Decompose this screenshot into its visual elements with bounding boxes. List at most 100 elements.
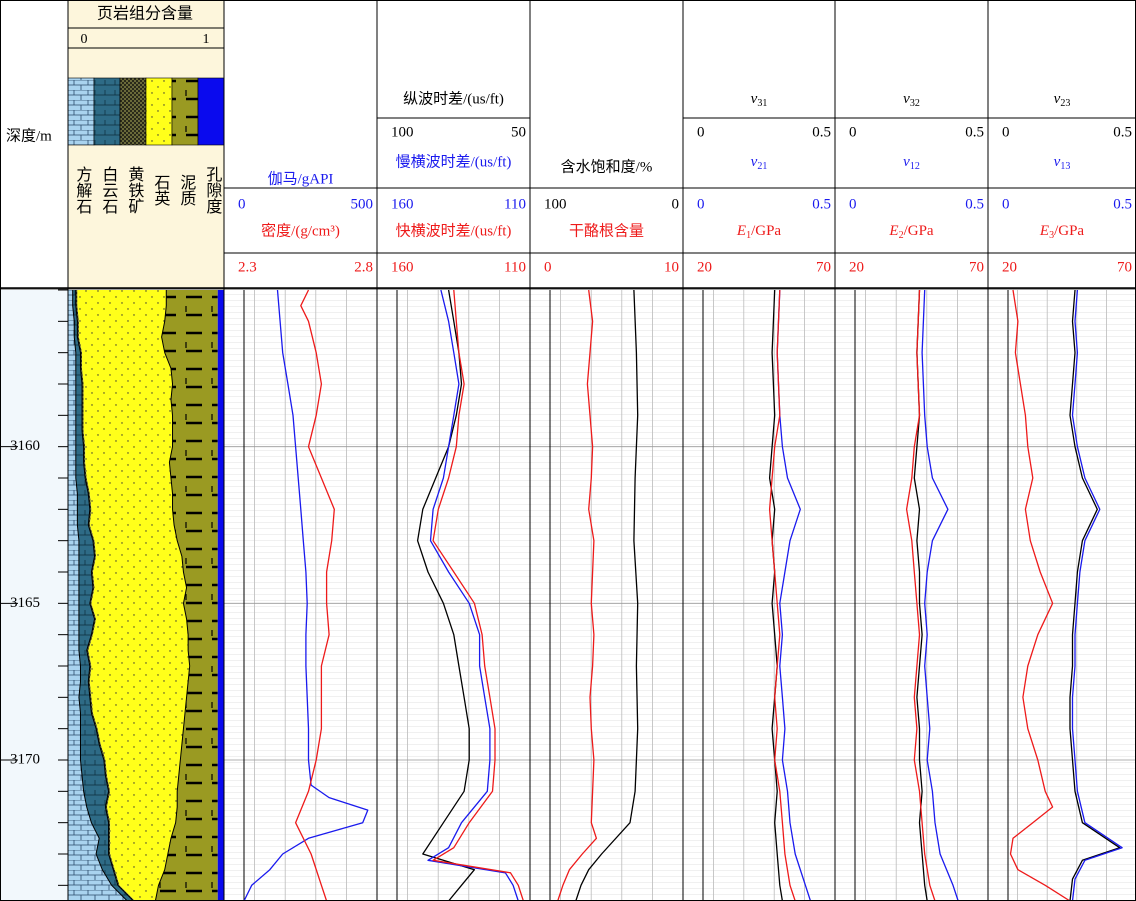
litho-range-min: 0	[81, 32, 88, 47]
curve-快横波时差	[432, 289, 525, 901]
litho-clay	[155, 290, 218, 901]
track-range-min: 0	[1002, 196, 1010, 212]
swatch-calcite	[67, 77, 95, 146]
litho-component-label: 石英	[151, 174, 170, 206]
track-range-min: 160	[391, 196, 414, 212]
curve-伽马	[243, 289, 369, 901]
track-range-max: 2.8	[354, 259, 373, 275]
track-grid	[224, 290, 377, 901]
litho-component-label: 泥质	[177, 174, 196, 206]
curve-E1	[768, 289, 796, 901]
track-header-label: E3/GPa	[1039, 223, 1085, 241]
track-header-label: E2/GPa	[888, 223, 934, 241]
depth-tick-label: 3170	[10, 751, 40, 767]
curve-v21	[776, 289, 812, 901]
curve-v23	[1069, 289, 1121, 901]
curve-纵波时差	[416, 289, 476, 901]
curve-v31	[768, 289, 784, 901]
track-header-label: 慢横波时差/(us/ft)	[396, 153, 512, 170]
track-range-max: 70	[816, 259, 831, 275]
track-range-max: 0.5	[812, 196, 831, 212]
curve-E2	[905, 289, 936, 901]
track-header-label: v23	[1054, 91, 1071, 109]
track-range-min: 0	[697, 196, 705, 212]
track-grid	[377, 290, 530, 901]
track-header-label: v21	[751, 154, 768, 172]
track-grid	[988, 290, 1136, 901]
curve-v13	[1071, 289, 1123, 901]
swatch-porosity	[197, 77, 225, 146]
depth-column-bg	[0, 290, 68, 901]
track-header-label: v31	[751, 91, 768, 109]
swatch-pyrite	[119, 77, 147, 146]
track-header-label: v13	[1054, 154, 1071, 172]
track-range-min: 2.3	[238, 259, 257, 275]
track-grid	[530, 290, 683, 901]
curve-含水饱和度	[575, 289, 639, 901]
litho-title: 页岩组分含量	[97, 5, 193, 23]
litho-boundary	[72, 290, 128, 901]
track-range-min: 0	[849, 124, 857, 140]
track-header-label: 密度/(g/cm³)	[261, 222, 340, 239]
track-header-label: E1/GPa	[736, 223, 782, 241]
litho-component-label: 方解石	[73, 166, 92, 214]
track-range-max: 10	[664, 259, 679, 275]
track-range-max: 70	[1117, 259, 1132, 275]
litho-component-label: 孔隙度	[203, 166, 222, 214]
track-range-max: 110	[504, 259, 526, 275]
track-range-min: 20	[849, 259, 864, 275]
track-range-min: 160	[391, 259, 414, 275]
track-range-max: 0.5	[1113, 196, 1132, 212]
curve-v12	[921, 289, 959, 901]
track-sonic	[377, 289, 530, 901]
track-header-label: 含水饱和度/%	[561, 158, 653, 175]
litho-boundary	[154, 290, 191, 901]
track-grid	[683, 290, 835, 901]
track-header-label: v32	[903, 91, 920, 109]
litho-quartz	[77, 290, 190, 901]
track-range-max: 0.5	[812, 124, 831, 140]
litho-component-label: 白云石	[99, 166, 118, 214]
track-range-max: 110	[504, 196, 526, 212]
curve-干酪根含量	[557, 289, 598, 901]
track-gamma-density	[224, 289, 377, 901]
track-range-min: 0	[849, 196, 857, 212]
track-header-label: v12	[903, 154, 920, 172]
track-header-label: 干酪根含量	[569, 222, 644, 239]
track-range-min: 100	[391, 124, 414, 140]
track-range-max: 0.5	[1113, 124, 1132, 140]
swatch-dolomite	[93, 77, 121, 146]
track-header-label: 伽马/gAPI	[268, 170, 334, 187]
curve-v32	[913, 289, 928, 901]
curve-E3	[1009, 289, 1071, 901]
track-range-max: 500	[351, 196, 374, 212]
track-range-min: 20	[1002, 259, 1017, 275]
track-range-max: 50	[511, 124, 526, 140]
depth-label: 深度/m	[6, 127, 52, 144]
track-elastic-2	[835, 289, 988, 901]
track-range-min: 0	[544, 259, 552, 275]
curve-密度	[294, 289, 335, 901]
depth-tick-label: 3160	[10, 438, 40, 454]
swatch-quartz	[145, 77, 173, 146]
track-range-min: 100	[544, 196, 567, 212]
track-grid	[835, 290, 988, 901]
track-elastic-1	[683, 289, 835, 901]
litho-porosity	[217, 290, 224, 901]
track-saturation	[530, 289, 683, 901]
litho-range-max: 1	[203, 32, 210, 47]
track-header-label: 快横波时差/(us/ft)	[396, 222, 512, 239]
litho-calcite	[68, 290, 128, 901]
track-range-max: 0.5	[965, 196, 984, 212]
depth-tick-label: 3165	[10, 595, 40, 611]
litho-dolomite	[72, 290, 134, 901]
swatch-clay	[171, 77, 199, 146]
track-range-min: 0	[697, 124, 705, 140]
curve-慢横波时差	[427, 289, 519, 901]
track-range-max: 0.5	[965, 124, 984, 140]
track-elastic-3	[988, 289, 1136, 901]
track-range-min: 20	[697, 259, 712, 275]
litho-component-label: 黄铁矿	[125, 166, 144, 214]
track-range-max: 70	[969, 259, 984, 275]
